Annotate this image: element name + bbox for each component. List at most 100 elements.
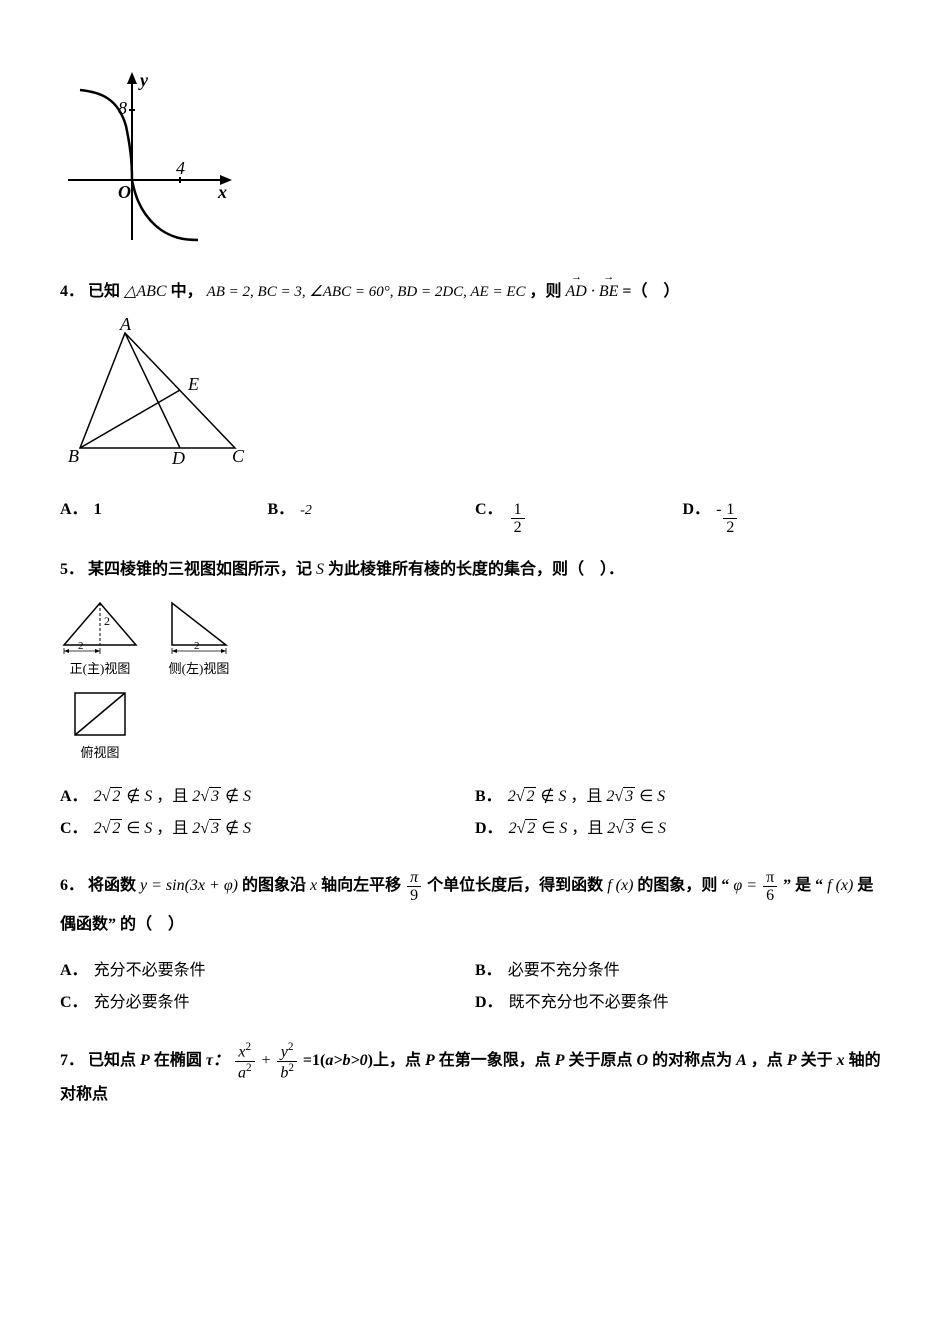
q7-A: A: [736, 1052, 747, 1069]
label-C: C: [232, 446, 245, 466]
q5-option-b: B． 22 ∉ S ，且 23 ∈ S: [475, 784, 890, 810]
q6-fx2: f (x): [827, 877, 853, 894]
front-dim-h: 2: [78, 640, 84, 652]
q4-b-value: -2: [300, 500, 312, 522]
q4-triangle-svg: A B C D E: [60, 318, 260, 468]
q6-options: A． 充分不必要条件 B． 必要不充分条件 C． 充分必要条件 D． 既不充分也…: [60, 958, 890, 1021]
q6-e: 的图象，则 “: [637, 877, 729, 894]
q5-three-views: 2 2 正(主)视图 2 侧(左)视图: [60, 597, 890, 765]
q7-eqtail: =1(: [303, 1052, 325, 1069]
label-D: D: [171, 448, 185, 468]
q7-c: 在第一象限，点: [439, 1052, 551, 1069]
q7-tau: τ：: [206, 1052, 229, 1069]
q4-c-frac: 1 2: [511, 501, 525, 537]
q4-d-num: 1: [723, 501, 737, 520]
q5-d-expr: 22 ∈ S ，且 23 ∈ S: [509, 816, 666, 842]
q3-graph-figure: 8 y O 4 x: [60, 70, 890, 259]
q5-option-d: D． 22 ∈ S ，且 23 ∈ S: [475, 816, 890, 842]
side-view-svg: 2: [164, 597, 234, 657]
side-view-label: 侧(左)视图: [164, 659, 234, 680]
q3-graph-svg: 8 y O 4 x: [60, 70, 240, 250]
q4-option-c: C． 1 2: [475, 497, 683, 537]
q6-func: y = sin(3x + φ): [140, 877, 238, 894]
q6-stem: 6． 将函数 y = sin(3x + φ) 的图象沿 x 轴向左平移 π 9 …: [60, 867, 890, 944]
q7-g: 关于: [801, 1052, 833, 1069]
q6-number: 6．: [60, 877, 84, 894]
q4-mid: 中，: [171, 283, 203, 300]
q4-vec-be: BE: [599, 279, 619, 305]
q5-option-c: C． 22 ∈ S ，且 23 ∉ S: [60, 816, 475, 842]
side-view: 2 侧(左)视图: [164, 597, 234, 680]
q6-b-text: 必要不充分条件: [508, 958, 620, 984]
q5-stem: 5． 某四棱锥的三视图如图所示，记 S 为此棱锥所有棱的长度的集合，则（ ）．: [60, 557, 890, 583]
q5-d-label: D．: [475, 816, 503, 842]
q5-b-label: B．: [475, 784, 502, 810]
q5-b-expr: 22 ∉ S ，且 23 ∈ S: [508, 784, 665, 810]
q6-c: 轴向左平移: [321, 877, 401, 894]
q6-h: 偶函数” 的（ ）: [60, 916, 184, 933]
q4-option-a: A． 1: [60, 497, 268, 537]
q7-P2: P: [425, 1052, 435, 1069]
q7-P4: P: [787, 1052, 797, 1069]
q4-d-den: 2: [723, 519, 737, 537]
front-dim-v: 2: [104, 614, 110, 628]
q6-c-label: C．: [60, 990, 88, 1016]
q4-a-label: A．: [60, 497, 88, 523]
q4-triangle-figure: A B C D E: [60, 318, 890, 477]
q6-f: ” 是 “: [783, 877, 823, 894]
top-view-svg: [69, 689, 131, 741]
q4-c-den: 2: [511, 519, 525, 537]
q5-c-label: C．: [60, 816, 88, 842]
q6-d-label: D．: [475, 990, 503, 1016]
front-view-svg: 2 2: [60, 597, 140, 657]
label-B: B: [68, 446, 79, 466]
q6-shift-num: π: [407, 869, 421, 888]
q7-abcond: a>b>0: [325, 1052, 367, 1069]
q4-option-b: B． -2: [268, 497, 476, 537]
q4-triangle: △ABC: [124, 283, 167, 300]
q5-a-expr: 22 ∉ S ，且 23 ∉ S: [94, 784, 251, 810]
q6-a-label: A．: [60, 958, 88, 984]
q7-O: O: [637, 1052, 649, 1069]
q6-option-b: B． 必要不充分条件: [475, 958, 890, 984]
q5-post: 为此棱锥所有棱的长度的集合，则（ ）．: [328, 561, 624, 578]
q4-c-label: C．: [475, 497, 503, 523]
q7-d: 关于原点: [569, 1052, 633, 1069]
q6-c-text: 充分必要条件: [94, 990, 190, 1016]
q7-number: 7．: [60, 1052, 84, 1069]
q7-e: 的对称点为: [652, 1052, 732, 1069]
q4-post: ，则: [530, 283, 562, 300]
xtick-label: 4: [176, 158, 185, 178]
q5-option-a: A． 22 ∉ S ，且 23 ∉ S: [60, 784, 475, 810]
origin-label: O: [118, 182, 131, 202]
q7-frac1: x2 a2: [235, 1041, 255, 1082]
y-axis-label: y: [138, 70, 149, 90]
q4-a-value: 1: [94, 497, 102, 523]
q4-tail: =（ ）: [622, 283, 679, 300]
side-dim: 2: [194, 640, 200, 652]
x-axis-label: x: [217, 182, 227, 202]
front-view: 2 2 正(主)视图: [60, 597, 140, 680]
q7-P: P: [140, 1052, 150, 1069]
q4-condition: AB = 2, BC = 3, ∠ABC = 60°, BD = 2DC, AE…: [207, 284, 526, 300]
q4-pre: 已知: [88, 283, 120, 300]
q6-option-a: A． 充分不必要条件: [60, 958, 475, 984]
q6-phi-frac: π 6: [763, 869, 777, 905]
q5-c-expr: 22 ∈ S ，且 23 ∉ S: [94, 816, 251, 842]
q4-stem: 4． 已知 △ABC 中， AB = 2, BC = 3, ∠ABC = 60°…: [60, 279, 890, 305]
q4-vec-ad: AD: [566, 279, 587, 305]
q4-d-frac: 1 2: [723, 501, 737, 537]
q4-number: 4．: [60, 283, 84, 300]
q6-g: 是: [857, 877, 873, 894]
q6-a-text: 充分不必要条件: [94, 958, 206, 984]
q6-phi: φ =: [733, 877, 757, 894]
q5-a-label: A．: [60, 784, 88, 810]
q5-options: A． 22 ∉ S ，且 23 ∉ S B． 22 ∉ S ，且 23 ∈ S …: [60, 784, 890, 847]
q4-c-num: 1: [511, 501, 525, 520]
q7-a: 已知点: [88, 1052, 136, 1069]
q6-b-label: B．: [475, 958, 502, 984]
q4-option-d: D． - 1 2: [683, 497, 891, 537]
q6-phi-den: 6: [763, 887, 777, 905]
q6-option-d: D． 既不充分也不必要条件: [475, 990, 890, 1016]
q4-options: A． 1 B． -2 C． 1 2 D． - 1 2: [60, 497, 890, 537]
